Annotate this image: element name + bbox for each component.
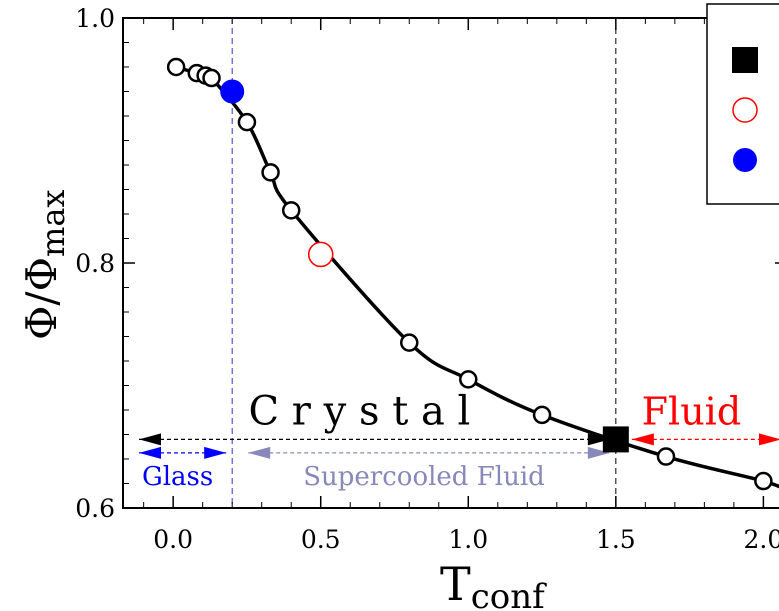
data-point — [237, 112, 257, 132]
arrow-head — [587, 433, 610, 446]
data-point — [281, 201, 301, 220]
special-point — [307, 241, 334, 268]
special-point — [220, 79, 245, 104]
region-label: Fluid — [642, 389, 741, 433]
data-point — [754, 471, 773, 491]
legend-marker — [732, 47, 758, 73]
y-axis-label: Φ/Φmax — [17, 190, 72, 340]
y-axis-label-sub: max — [34, 190, 72, 257]
arrow-head — [139, 433, 161, 446]
special-points — [220, 79, 629, 453]
x-tick-label: 0.0 — [153, 525, 193, 554]
region-label: Supercooled Fluid — [303, 462, 545, 492]
legend — [706, 3, 779, 205]
data-point — [532, 405, 552, 425]
region-label: Glass — [142, 462, 213, 492]
arrow-head — [759, 433, 779, 446]
y-tick-label: 0.6 — [75, 494, 115, 523]
legend-marker — [733, 148, 757, 172]
arrow-head — [204, 446, 227, 459]
legend-marker — [732, 97, 758, 123]
data-point — [166, 57, 186, 77]
data-point — [400, 333, 419, 352]
region-label: C r y s t a l — [248, 388, 470, 434]
data-points — [166, 57, 773, 491]
x-tick-label: 0.5 — [301, 525, 341, 554]
x-tick-label: 1.5 — [596, 525, 636, 554]
x-tick-label: 2.0 — [744, 525, 779, 554]
y-tick-label: 1.0 — [75, 4, 115, 33]
y-axis-label-main: Φ/Φ — [17, 257, 66, 340]
x-axis-label: Tconf — [440, 557, 547, 611]
special-point — [602, 426, 629, 453]
data-point — [202, 68, 221, 88]
arrow-head — [139, 446, 161, 459]
arrow-head — [631, 433, 654, 446]
y-tick-label: 0.8 — [75, 249, 115, 278]
axis-ticks: 0.0 0.5 1.0 1.5 2.0 0.6 0.8 1.0 — [75, 4, 779, 554]
data-point — [261, 163, 280, 182]
x-axis-label-sub: conf — [471, 577, 547, 611]
data-point — [459, 370, 478, 389]
vertical-lines — [231, 18, 617, 508]
arrow-head — [587, 446, 610, 459]
arrow-head — [248, 446, 271, 459]
region-arrows: C r y s t a l Glass Supercooled Fluid Fluid — [139, 388, 779, 492]
data-point — [656, 447, 676, 466]
x-tick-label: 1.0 — [448, 525, 488, 554]
x-axis-label-main: T — [440, 557, 471, 611]
